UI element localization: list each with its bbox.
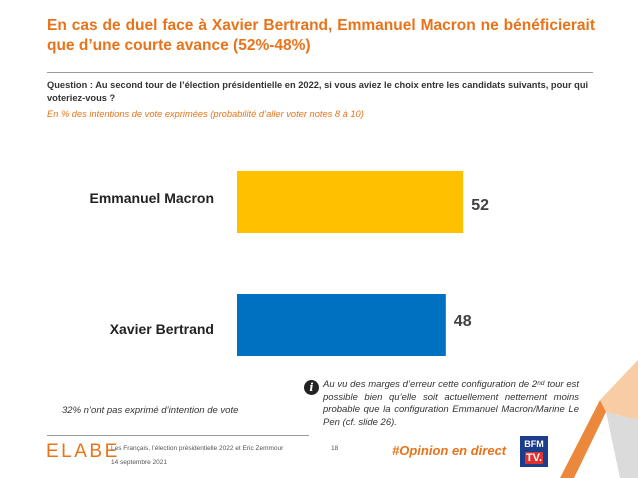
abstention-note: 32% n’ont pas exprimé d’intention de vot… (62, 405, 239, 416)
bfmtv-logo-line2: TV. (525, 452, 543, 464)
footer-divider (47, 435, 309, 436)
bfmtv-logo: BFM TV. (520, 436, 548, 467)
info-note-part2: tour est possible bien qu’elle soit actu… (323, 379, 579, 428)
info-note-superscript: nd (537, 380, 545, 387)
info-note-part1: Au vu des marges d’erreur cette configur… (323, 379, 538, 390)
hashtag-label: #Opinion en direct (392, 443, 507, 458)
info-note: Au vu des marges d’erreur cette configur… (323, 379, 579, 429)
bfmtv-logo-line1: BFM (524, 439, 544, 449)
value-label: 52 (471, 197, 489, 214)
chart-subtitle: En % des intentions de vote exprimées (p… (47, 109, 364, 119)
bar-xavier-bertrand (237, 294, 446, 356)
footer-source: Les Français, l’élection présidentielle … (111, 445, 284, 452)
footer-date: 14 septembre 2021 (111, 459, 168, 466)
slide-title: En cas de duel face à Xavier Bertrand, E… (47, 17, 595, 54)
value-label: 48 (454, 313, 472, 330)
elabe-logo: ELABE (46, 441, 120, 462)
title-divider (47, 72, 593, 73)
category-label: Xavier Bertrand (110, 321, 214, 337)
category-label: Emmanuel Macron (90, 190, 214, 206)
bar-emmanuel-macron (237, 171, 464, 233)
page-number: 18 (331, 445, 339, 452)
info-icon: i (304, 380, 319, 395)
question-text: Question : Au second tour de l’élection … (47, 80, 589, 103)
